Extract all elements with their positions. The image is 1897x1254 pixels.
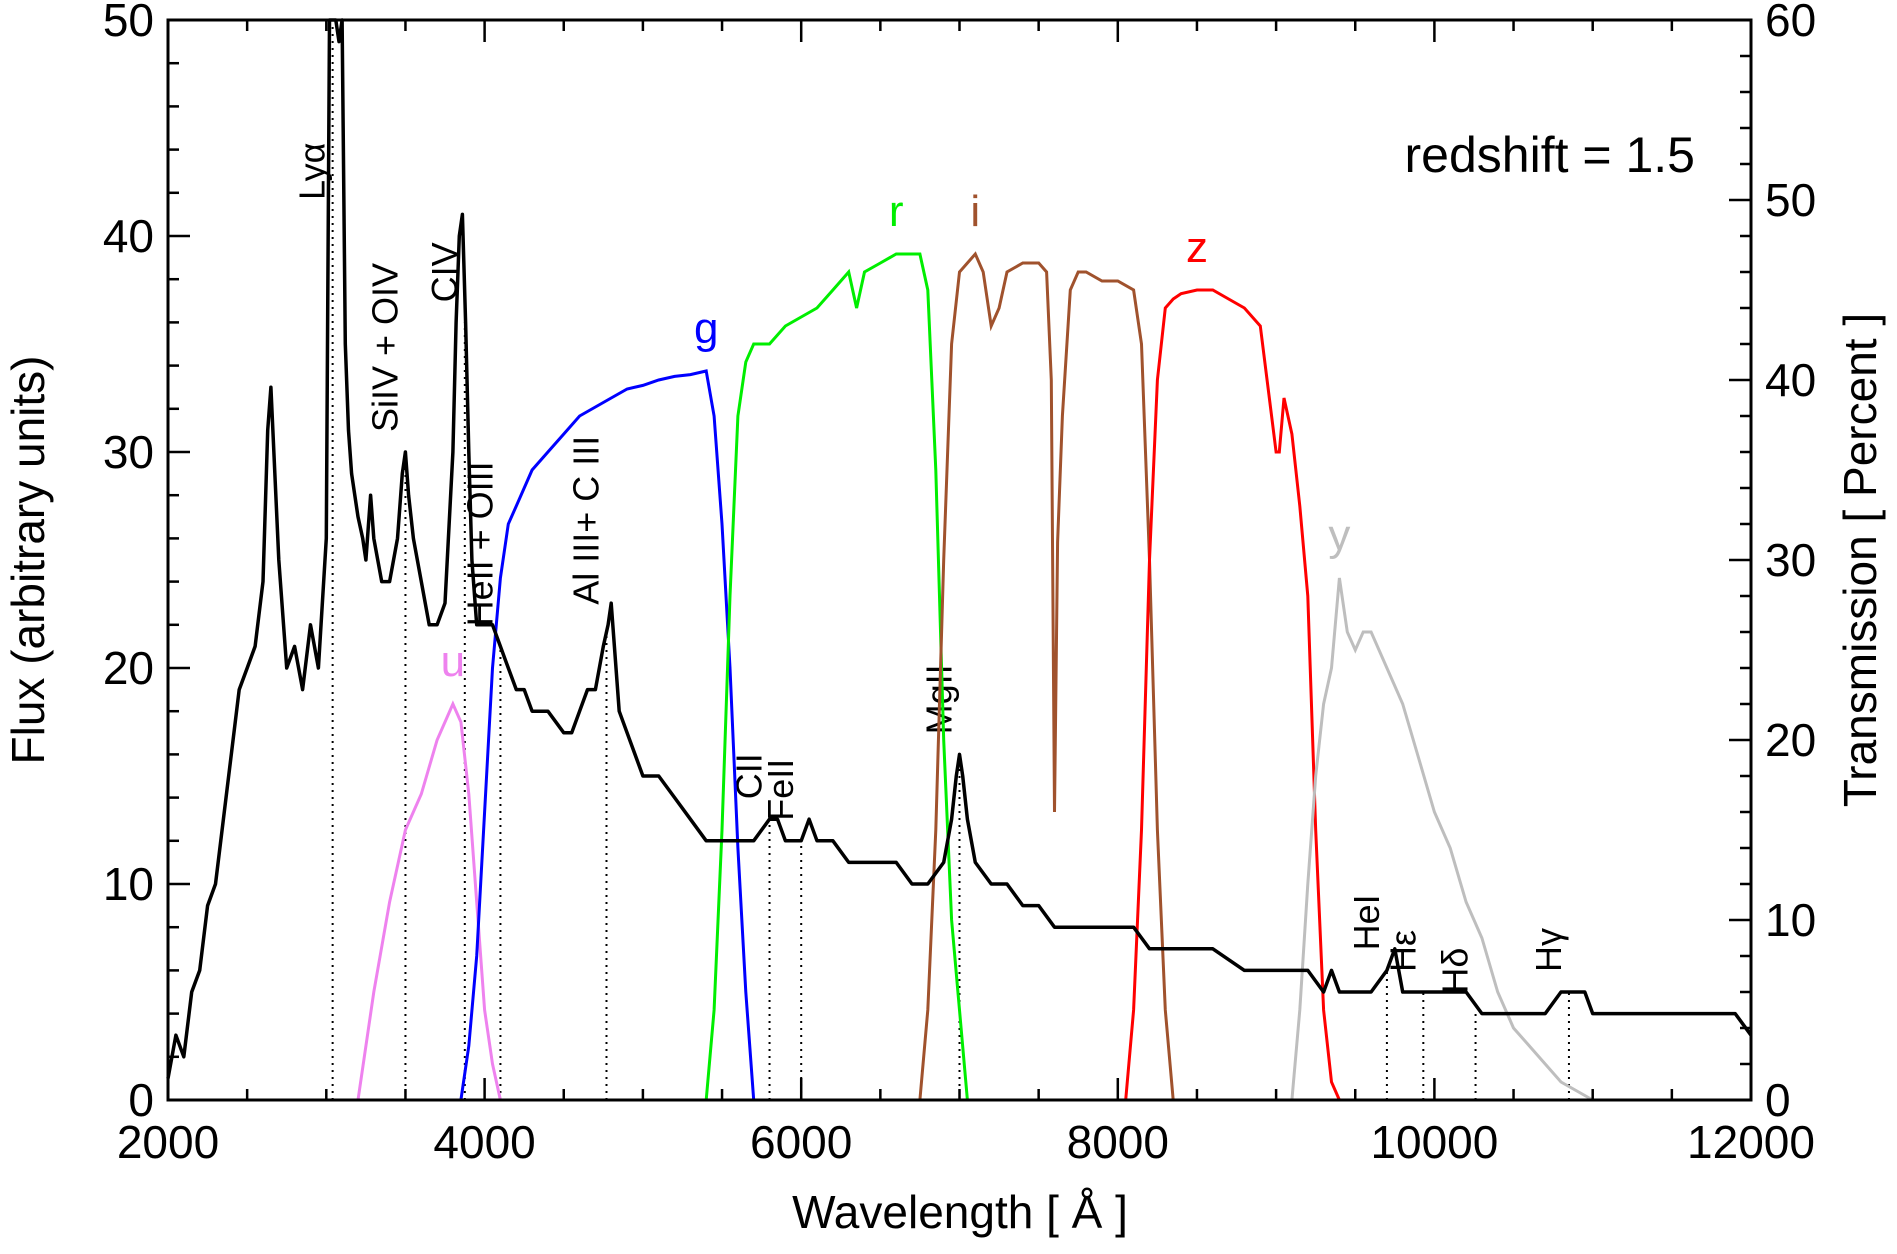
x-axis-title: Wavelength [ Å ]: [792, 1186, 1128, 1238]
y2-tick-label: 10: [1765, 894, 1816, 946]
filter-label-i: i: [970, 187, 980, 236]
filter-label-g: g: [694, 304, 718, 353]
y2-tick-label: 30: [1765, 534, 1816, 586]
y-tick-label: 20: [103, 642, 154, 694]
axis-ticks: [166, 18, 1753, 1102]
x-tick-label: 4000: [433, 1116, 535, 1168]
y2-tick-label: 40: [1765, 354, 1816, 406]
y-tick-label: 40: [103, 210, 154, 262]
y-tick-label: 30: [103, 426, 154, 478]
filter-label-u: u: [441, 637, 465, 686]
y-axis-title: Flux (arbitrary units): [2, 356, 54, 765]
filter-label-z: z: [1186, 223, 1208, 272]
spectrum-curve: [166, 18, 1753, 1079]
y2-axis-title: Transmission [ Percent ]: [1834, 313, 1886, 807]
filter-curve-z: [1124, 288, 1341, 1101]
y2-tick-label: 0: [1765, 1074, 1791, 1126]
filter-curve-u: [356, 700, 502, 1101]
x-tick-label: 8000: [1067, 1116, 1169, 1168]
emission-line-label-10: Hδ: [1435, 948, 1476, 994]
emission-line-label-0: Lyα: [292, 143, 333, 201]
emission-line-label-3: HeII + OIII: [459, 461, 500, 626]
tick-labels: 2000 4000 6000 8000 10000 1200001020304050010…: [103, 0, 1816, 1168]
x-tick-label: 6000: [750, 1116, 852, 1168]
x-tick-label: 2000: [117, 1116, 219, 1168]
emission-line-label-6: FeII: [760, 759, 801, 821]
x-tick-label: 12000: [1687, 1116, 1815, 1168]
y2-tick-label: 50: [1765, 174, 1816, 226]
y2-tick-label: 20: [1765, 714, 1816, 766]
emission-line-label-8: HeI: [1346, 894, 1387, 950]
emission-line-label-4: Al III+ C III: [566, 436, 607, 605]
redshift-annotation: redshift = 1.5: [1405, 127, 1695, 183]
filter-curve-y: [1290, 577, 1594, 1102]
filter-curves: u g r i z y: [356, 187, 1594, 1102]
filter-label-y: y: [1328, 511, 1350, 560]
y2-tick-label: 60: [1765, 0, 1816, 46]
spectrum-line: [166, 18, 1753, 1079]
x-tick-label: 10000: [1370, 1116, 1498, 1168]
y-tick-label: 50: [103, 0, 154, 46]
filter-curve-g: [459, 369, 756, 1101]
filter-label-r: r: [889, 187, 904, 236]
filter-curve-i: [918, 251, 1175, 1101]
y-tick-label: 0: [128, 1074, 154, 1126]
emission-line-label-11: Hγ: [1528, 928, 1569, 972]
y-tick-label: 10: [103, 858, 154, 910]
filter-curve-r: [704, 252, 969, 1101]
emission-line-label-1: SiIV + OIV: [364, 263, 405, 432]
